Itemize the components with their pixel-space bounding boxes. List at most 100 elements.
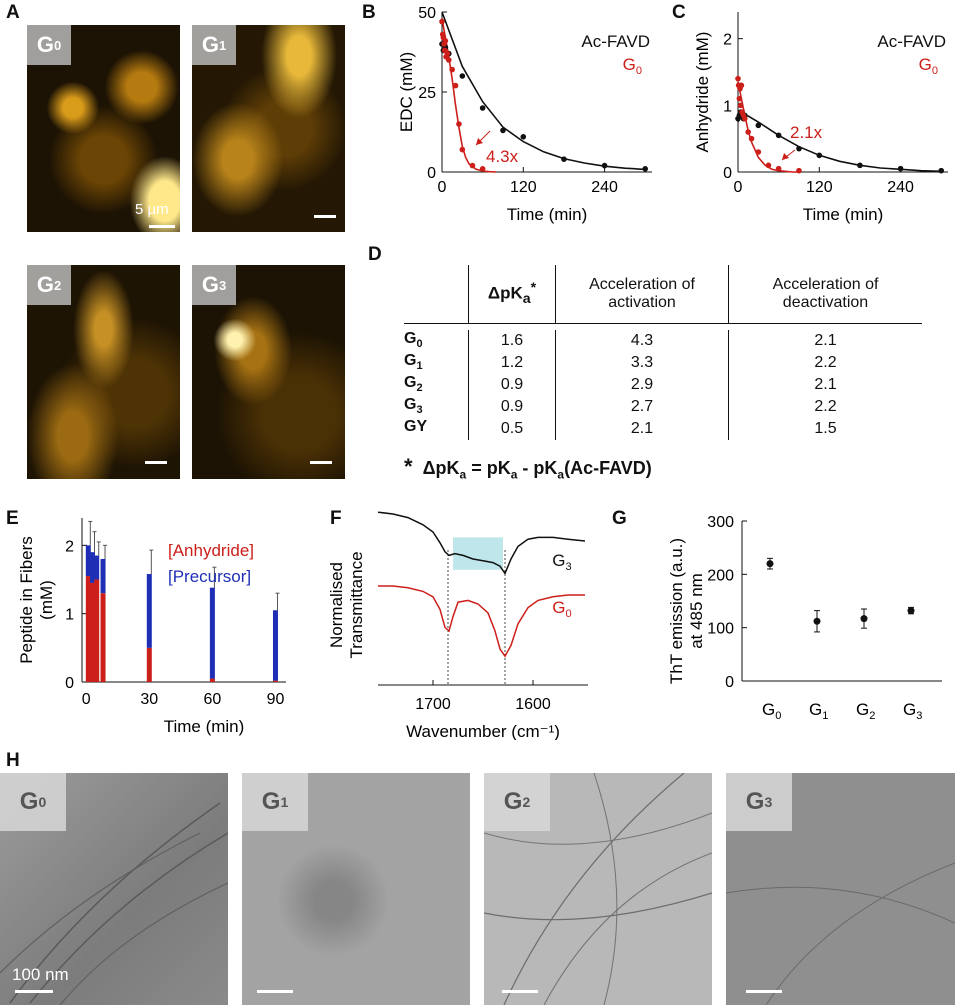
data-point bbox=[755, 149, 762, 155]
header-deactivation: Acceleration of deactivation bbox=[728, 265, 922, 323]
y-tick-label: 1 bbox=[65, 607, 74, 624]
cell-dpka: 0.5 bbox=[468, 417, 556, 440]
data-point bbox=[775, 165, 782, 172]
data-point bbox=[445, 57, 452, 63]
data-point bbox=[469, 162, 476, 169]
bar-anhydride bbox=[272, 680, 278, 682]
table-corner bbox=[404, 265, 469, 323]
y-tick-label: 0 bbox=[65, 675, 74, 692]
chart-g: 0 100 200 300 ThT emission (a.u.) at 485 nm G0… bbox=[667, 514, 942, 722]
bar-anhydride bbox=[94, 579, 100, 682]
data-point bbox=[755, 122, 762, 129]
y-axis-label: Normalised bbox=[327, 562, 346, 648]
bar-anhydride bbox=[146, 647, 152, 682]
x-axis-label: Time (min) bbox=[507, 205, 588, 224]
x-tick-label: 0 bbox=[82, 691, 91, 708]
bar-precursor bbox=[100, 559, 106, 594]
panel-letter-b: B bbox=[362, 2, 376, 23]
table-row: G0 1.6 4.3 2.1 bbox=[404, 329, 922, 352]
y-tick-label: 2 bbox=[65, 538, 74, 555]
data-point bbox=[857, 162, 863, 169]
y-axis-label: Transmittance bbox=[347, 551, 366, 658]
panel-letter-h: H bbox=[6, 750, 20, 771]
bar-anhydride bbox=[100, 593, 106, 682]
scale-bar bbox=[746, 990, 782, 993]
y-axis-label: EDC (mM) bbox=[397, 52, 416, 132]
highlight-region bbox=[453, 537, 503, 570]
data-point bbox=[449, 66, 455, 73]
x-tick-label: 120 bbox=[510, 179, 537, 196]
cell-dpka: 1.2 bbox=[468, 351, 556, 374]
data-point bbox=[736, 95, 743, 102]
scale-bar bbox=[149, 225, 175, 228]
bar-precursor bbox=[85, 545, 91, 577]
scale-bar bbox=[314, 215, 336, 218]
spectrum-line bbox=[377, 511, 586, 575]
cell-deactivation: 2.1 bbox=[728, 329, 922, 352]
data-point bbox=[520, 134, 527, 140]
series-label: G3 bbox=[552, 551, 571, 573]
x-tick-label: 0 bbox=[438, 179, 447, 196]
data-point bbox=[479, 105, 486, 111]
table-divider bbox=[404, 322, 922, 330]
panel-letter-a: A bbox=[6, 2, 20, 23]
row-label: G2 bbox=[404, 374, 423, 395]
bar-precursor bbox=[94, 555, 100, 580]
chart-c: 0 120 240 0 1 2 Time (min) Anhydride (mM) Ac-FAV… bbox=[693, 12, 948, 224]
cell-deactivation: 2.2 bbox=[728, 395, 922, 418]
table-row: G2 0.9 2.9 2.1 bbox=[404, 373, 922, 396]
scale-bar bbox=[145, 461, 167, 464]
annotation-arrowhead bbox=[782, 153, 789, 160]
header-dpka: ΔpKa* bbox=[468, 265, 556, 323]
data-point bbox=[765, 162, 772, 169]
x-tick-label: G0 bbox=[762, 700, 781, 722]
data-point bbox=[737, 102, 744, 109]
row-label: G0 bbox=[404, 330, 423, 351]
y-axis-label: ThT emission (a.u.) bbox=[667, 538, 686, 684]
y-tick-label: 2 bbox=[723, 32, 732, 49]
data-point bbox=[601, 162, 608, 169]
cell-activation: 2.7 bbox=[555, 395, 729, 418]
table-row: G3 0.9 2.7 2.2 bbox=[404, 395, 922, 418]
bar-precursor bbox=[272, 610, 278, 681]
y-axis-label: (mM) bbox=[37, 580, 56, 620]
spectrum-line bbox=[378, 585, 585, 658]
fiber-lines bbox=[484, 773, 712, 1005]
x-axis-label: Time (min) bbox=[803, 205, 884, 224]
data-point bbox=[452, 82, 459, 89]
scale-bar bbox=[502, 990, 538, 993]
bar-precursor bbox=[90, 552, 96, 583]
cell-activation: 4.3 bbox=[555, 329, 729, 352]
data-point bbox=[766, 560, 774, 568]
cell-activation: 2.9 bbox=[555, 373, 729, 396]
cell-activation: 3.3 bbox=[555, 351, 729, 374]
series-label: G0 bbox=[552, 598, 571, 620]
bar-precursor bbox=[146, 574, 152, 648]
data-point bbox=[444, 50, 451, 57]
y-tick-label: 100 bbox=[707, 621, 734, 638]
data-point bbox=[561, 156, 567, 162]
data-point bbox=[439, 18, 445, 25]
scale-bar-label: 100 nm bbox=[12, 965, 69, 984]
data-point bbox=[456, 121, 462, 127]
y-tick-label: 50 bbox=[418, 5, 436, 22]
data-point bbox=[907, 607, 915, 615]
data-point bbox=[775, 132, 782, 139]
data-point bbox=[938, 167, 945, 174]
cell-activation: 2.1 bbox=[555, 417, 729, 440]
y-tick-label: 300 bbox=[707, 514, 734, 531]
data-point bbox=[642, 166, 649, 172]
x-axis-label: Time (min) bbox=[164, 717, 245, 736]
data-point bbox=[459, 73, 466, 79]
row-label: G3 bbox=[404, 396, 423, 417]
